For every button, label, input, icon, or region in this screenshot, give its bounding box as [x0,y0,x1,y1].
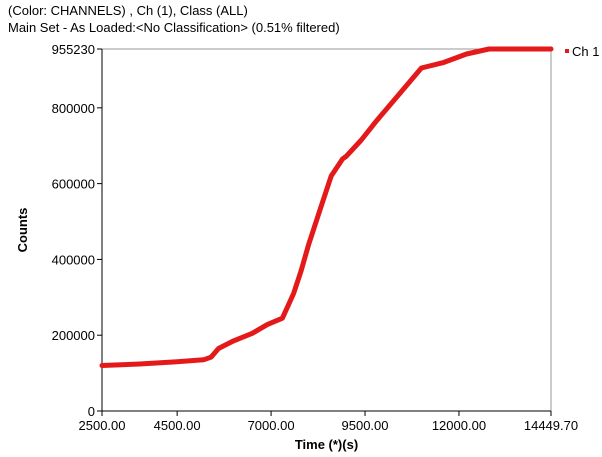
y-axis: 0 200000 400000 600000 800000 955230 [52,42,103,419]
x-tick-label: 7000.00 [248,418,295,433]
y-tick-label: 600000 [52,177,95,192]
x-tick-label: 4500.00 [154,418,201,433]
y-tick-label: 400000 [52,252,95,267]
plot-area [101,48,552,412]
y-tick-label: 955230 [52,42,95,57]
x-tick-label: 12000.00 [432,418,486,433]
y-axis-label: Counts [15,208,30,253]
x-tick-label: 2500.00 [79,418,126,433]
legend: Ch 1 [565,44,599,59]
legend-swatch [565,49,569,53]
series-layer [99,46,554,368]
x-axis-label: Time (*)(s) [295,437,358,452]
plot-border [101,48,552,412]
y-tick-label: 800000 [52,101,95,116]
x-tick-label: 14449.70 [524,418,578,433]
y-tick-label: 0 [88,404,95,419]
series-line [99,46,554,368]
y-tick-label: 200000 [52,328,95,343]
x-axis: 2500.00 4500.00 7000.00 9500.00 12000.00 1444… [79,410,578,433]
legend-label: Ch 1 [572,44,599,59]
chart-subtitle: Main Set - As Loaded:<No Classification>… [8,20,340,35]
chart-title: (Color: CHANNELS) , Ch (1), Class (ALL) [8,3,248,18]
x-tick-label: 9500.00 [342,418,389,433]
